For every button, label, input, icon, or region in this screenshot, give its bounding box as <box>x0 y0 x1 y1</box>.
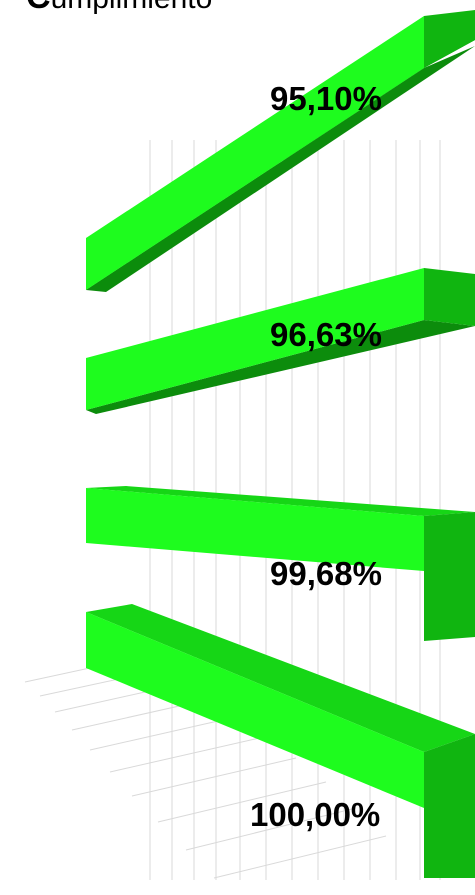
bar-topface <box>86 486 475 516</box>
bar-3 <box>86 486 475 641</box>
bar-1 <box>86 10 475 292</box>
bar-side <box>424 734 475 878</box>
gridline-floor <box>89 715 241 751</box>
bar-front <box>86 612 424 808</box>
chart-title: Cumplimiento <box>26 0 212 16</box>
chart-title-rest: umplimiento <box>51 0 213 15</box>
gridline-floor <box>109 735 269 773</box>
bar-underside <box>86 320 475 414</box>
chart-title-initial: C <box>26 0 51 16</box>
bar-side <box>424 512 475 641</box>
bar-front <box>86 488 424 571</box>
bar-topface <box>86 604 475 752</box>
gridline-floor <box>185 807 357 851</box>
gridline-floor <box>157 781 327 823</box>
bar-2 <box>86 268 475 414</box>
data-labels: 95,10% 96,63% 99,68% 100,00% <box>250 80 382 833</box>
data-label-2: 96,63% <box>270 316 382 353</box>
data-label-1: 95,10% <box>270 80 382 117</box>
bar-front <box>86 268 424 410</box>
bar-front <box>86 16 424 290</box>
bar-side <box>424 268 475 326</box>
data-label-4: 100,00% <box>250 796 380 833</box>
bar-4 <box>86 604 475 878</box>
data-label-3: 99,68% <box>270 555 382 592</box>
gridline-floor <box>213 835 387 879</box>
gridline-floor <box>131 757 297 797</box>
bar-side <box>424 10 475 68</box>
bars <box>86 10 475 878</box>
bar-underside-edge <box>86 46 475 292</box>
